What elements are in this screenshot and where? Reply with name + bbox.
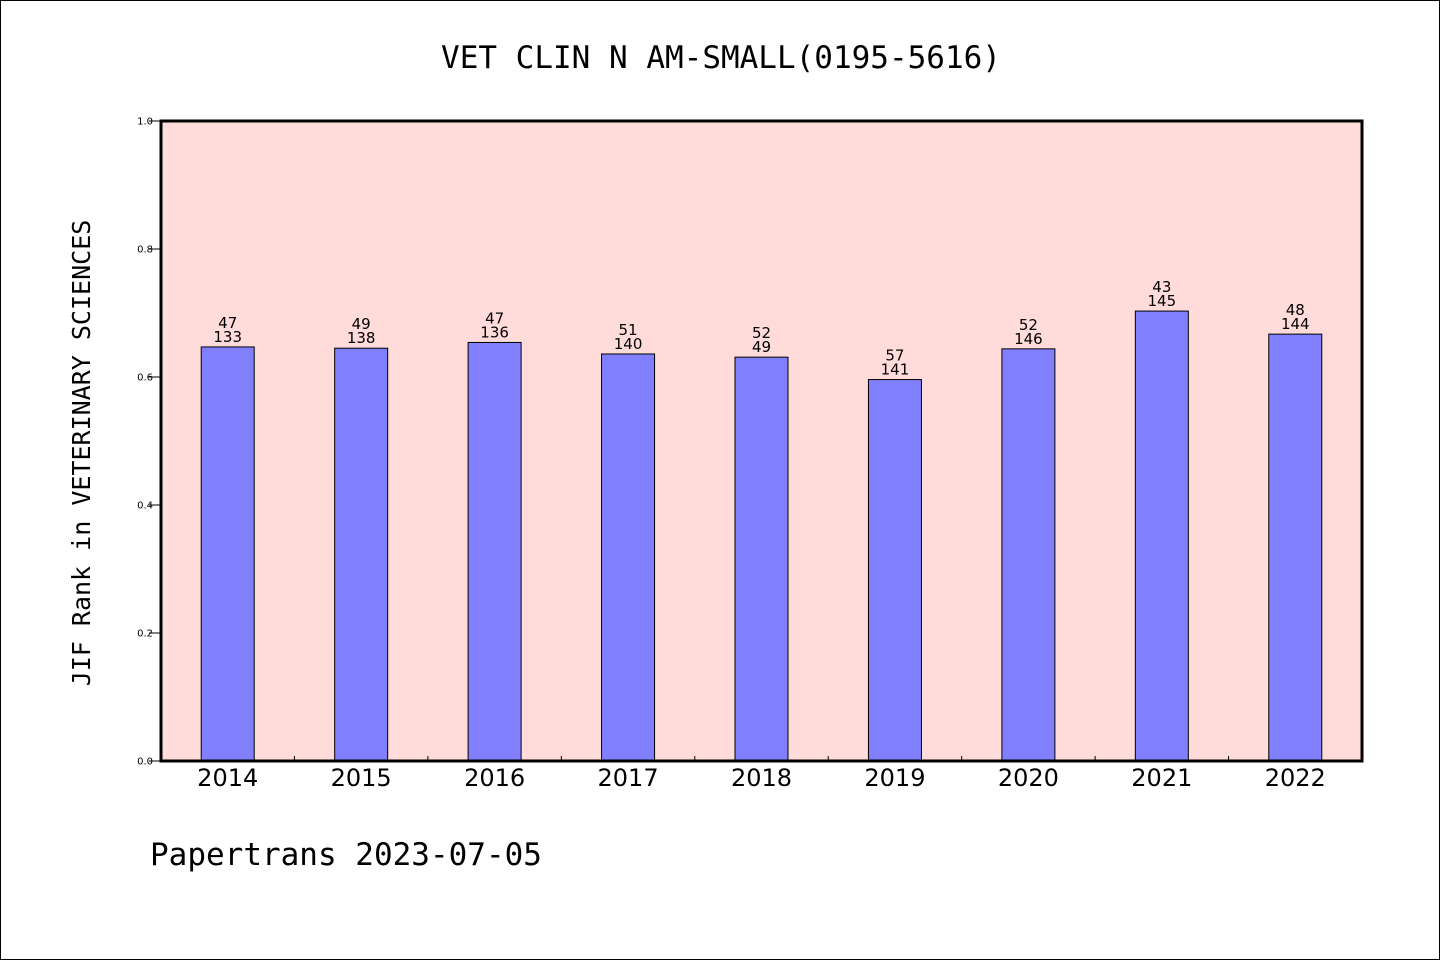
x-tick-label-2021: 2021 bbox=[1131, 764, 1192, 792]
y-tick-label-1.0: 1.0 bbox=[137, 117, 153, 128]
x-tick-label-2018: 2018 bbox=[731, 764, 792, 792]
bar-label-top-2019: 57 bbox=[885, 347, 904, 365]
bar-2020 bbox=[1001, 348, 1056, 762]
bar-2018 bbox=[734, 356, 789, 762]
bar-2021 bbox=[1134, 310, 1189, 762]
bar-label-top-2018: 52 bbox=[752, 324, 771, 342]
y-tick-label-0.2: 0.2 bbox=[137, 629, 153, 640]
bar-label-bottom-2022: 144 bbox=[1281, 315, 1310, 333]
bar-label-bottom-2020: 146 bbox=[1014, 330, 1043, 348]
x-tick-label-2019: 2019 bbox=[864, 764, 925, 792]
x-tick-label-2015: 2015 bbox=[331, 764, 392, 792]
bar-2019 bbox=[867, 379, 922, 762]
chart-title: VET CLIN N AM-SMALL(0195-5616) bbox=[441, 40, 1001, 76]
bar-2016 bbox=[467, 341, 522, 762]
y-tick-label-0.4: 0.4 bbox=[137, 501, 153, 512]
bar-2015 bbox=[334, 347, 389, 762]
bar-label-bottom-2014: 133 bbox=[213, 328, 242, 346]
x-tick-label-2014: 2014 bbox=[197, 764, 258, 792]
bars-layer bbox=[200, 310, 1323, 762]
y-tick-label-0.8: 0.8 bbox=[137, 245, 153, 256]
x-tick-label-2022: 2022 bbox=[1265, 764, 1326, 792]
bar-2017 bbox=[601, 353, 656, 762]
bar-label-bottom-2016: 136 bbox=[480, 323, 509, 341]
bar-label-top-2021: 43 bbox=[1152, 278, 1171, 296]
y-tick-label-0.0: 0.0 bbox=[137, 757, 153, 768]
y-axis-ticks: 0.0 0.2 0.4 0.6 0.8 1.0 bbox=[137, 117, 161, 768]
bar-label-bottom-2019: 141 bbox=[881, 361, 910, 379]
bar-label-top-2017: 51 bbox=[619, 321, 638, 339]
bar-label-top-2014: 47 bbox=[218, 314, 237, 332]
x-tick-label-2020: 2020 bbox=[998, 764, 1059, 792]
bar-2022 bbox=[1268, 333, 1323, 762]
plot-border bbox=[159, 119, 1364, 763]
x-axis-ticks: 2014 2015 2016 2017 2018 2019 2020 2021 2022 bbox=[197, 756, 1326, 792]
bar-label-top-2022: 48 bbox=[1286, 301, 1305, 319]
y-axis-label: JIF Rank in VETERINARY SCIENCES bbox=[67, 220, 96, 687]
footer-text: Papertrans 2023-07-05 bbox=[150, 837, 542, 873]
bar-2014 bbox=[200, 346, 255, 762]
bar-label-bottom-2015: 138 bbox=[347, 329, 376, 347]
y-tick-label-0.6: 0.6 bbox=[137, 373, 153, 384]
bar-label-top-2016: 47 bbox=[485, 309, 504, 327]
x-tick-label-2017: 2017 bbox=[598, 764, 659, 792]
bar-label-top-2015: 49 bbox=[352, 315, 371, 333]
bar-label-top-2020: 52 bbox=[1019, 316, 1038, 334]
bar-label-bottom-2017: 140 bbox=[614, 335, 643, 353]
bar-label-bottom-2021: 145 bbox=[1148, 292, 1177, 310]
bar-label-bottom-2018: 49 bbox=[752, 338, 771, 356]
x-tick-label-2016: 2016 bbox=[464, 764, 525, 792]
